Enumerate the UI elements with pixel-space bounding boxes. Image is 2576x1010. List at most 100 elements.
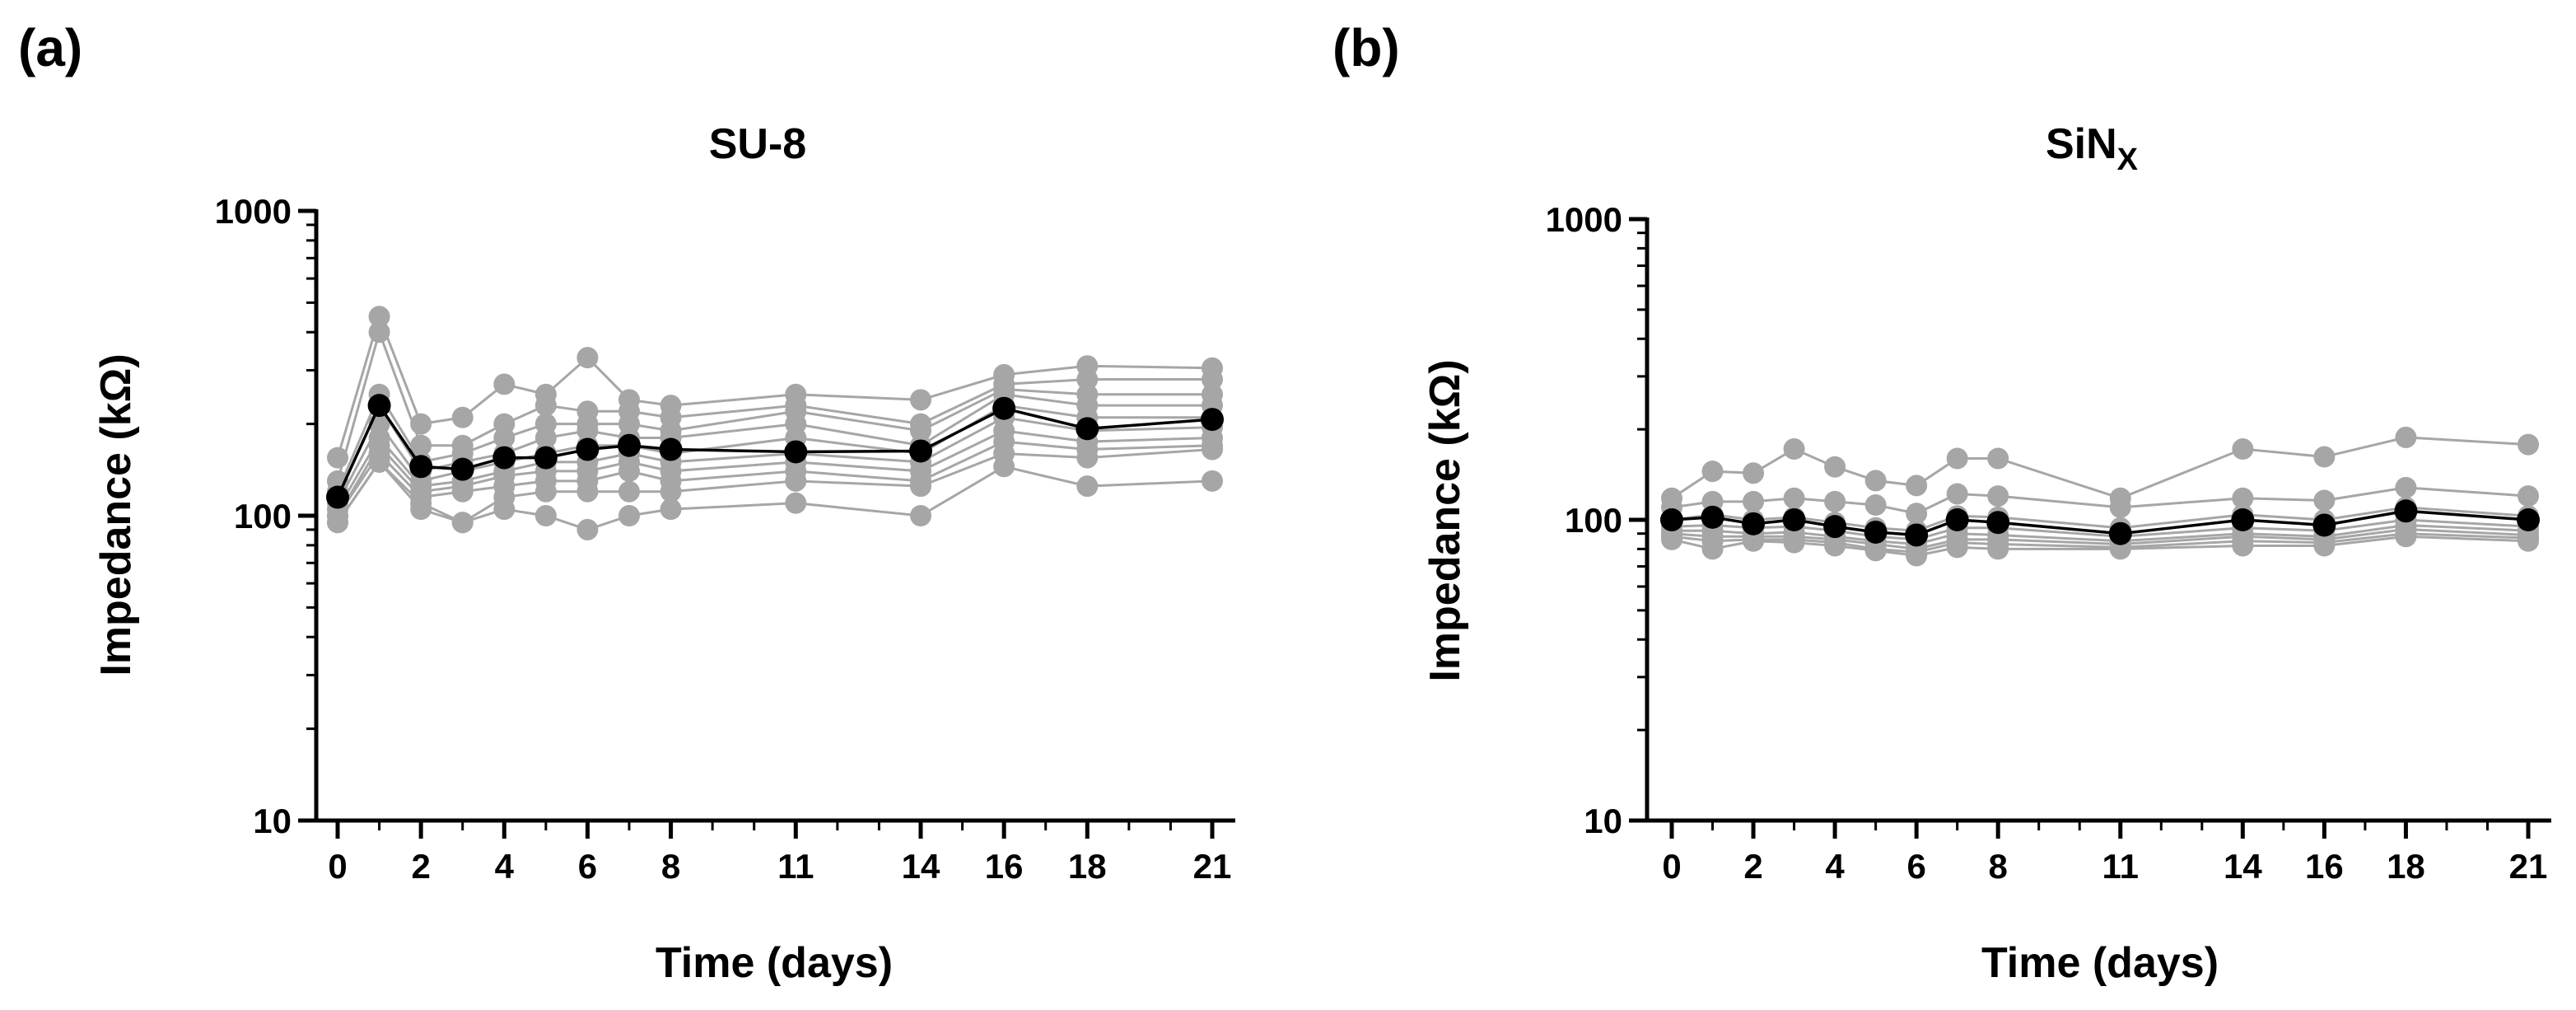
x-tick-label-a: 18 — [1068, 847, 1107, 886]
series-point-b-2 — [1987, 485, 2009, 507]
mean-point-a — [534, 446, 558, 470]
series-point-a-10 — [410, 498, 432, 521]
panel-letter-b: (b) — [1332, 18, 1400, 77]
series-point-b-1 — [2518, 433, 2539, 456]
series-point-a-4 — [576, 419, 599, 442]
series-point-a-8 — [451, 480, 474, 503]
series-point-a-10 — [660, 498, 682, 521]
y-tick-label-b: 1000 — [1546, 200, 1622, 239]
mean-point-b — [2394, 499, 2418, 523]
mean-point-a — [492, 446, 516, 470]
mean-point-a — [450, 457, 474, 481]
series-point-b-8 — [2518, 530, 2539, 552]
series-point-b-1 — [1701, 461, 1724, 483]
series-point-a-10 — [1076, 475, 1099, 498]
mean-point-a — [576, 437, 600, 461]
series-point-a-10 — [910, 505, 931, 526]
mean-point-b — [1823, 515, 1847, 539]
series-point-a-10 — [327, 512, 348, 534]
series-point-a-1 — [451, 406, 474, 428]
x-tick-label-a: 11 — [777, 847, 814, 886]
series-point-b-1 — [1783, 438, 1805, 461]
x-tick-label-b: 2 — [1743, 847, 1762, 886]
series-point-b-1 — [2313, 446, 2336, 468]
mean-point-a — [784, 440, 808, 464]
series-point-b-1 — [2232, 438, 2254, 461]
series-point-a-9 — [785, 470, 807, 492]
chart-title-a-main: SU-8 — [709, 120, 806, 168]
series-point-b-2 — [1824, 490, 1846, 512]
x-tick-label-b: 11 — [2102, 847, 2139, 886]
x-tick-label-b: 0 — [1662, 847, 1681, 886]
x-tick-label-b: 16 — [2305, 847, 2344, 886]
series-point-a-10 — [368, 451, 390, 473]
series-point-b-1 — [1743, 462, 1765, 484]
series-point-b-2 — [2232, 487, 2254, 509]
x-tick-label-b: 14 — [2224, 847, 2262, 886]
mean-point-a — [992, 396, 1016, 420]
series-point-a-3 — [493, 427, 516, 449]
series-point-b-1 — [1906, 475, 1928, 497]
series-point-b-8 — [1743, 530, 1765, 552]
mean-point-b — [1905, 523, 1929, 547]
mean-point-a — [1076, 417, 1099, 441]
series-point-a-9 — [660, 480, 682, 503]
series-point-a-9 — [618, 480, 640, 503]
y-tick-label-a: 100 — [234, 497, 292, 535]
y-tick-label-a: 1000 — [215, 192, 292, 231]
panel-letter-a: (a) — [18, 18, 82, 77]
x-axis-label-a: Time (days) — [656, 939, 893, 987]
mean-point-b — [1986, 511, 2010, 535]
plot-area-a: 10 100 1000 0 2 4 6 8 11 14 16 18 21 — [215, 192, 1235, 886]
y-tick-label-b: 10 — [1584, 802, 1622, 840]
series-point-b-2 — [1783, 487, 1805, 509]
series-point-a-2 — [1076, 368, 1099, 390]
series-point-b-2 — [1743, 490, 1765, 512]
x-tick-label-a: 4 — [495, 847, 515, 886]
series-point-b-8 — [1946, 536, 1968, 559]
x-tick-label-a: 21 — [1193, 847, 1232, 886]
mean-point-a — [367, 394, 391, 418]
series-point-b-2 — [2518, 485, 2539, 507]
x-tick-label-b: 4 — [1825, 847, 1845, 886]
series-point-b-2 — [1946, 483, 1968, 505]
series-point-a-2 — [534, 395, 557, 417]
mean-point-b — [2231, 508, 2255, 531]
mean-point-b — [1742, 512, 1766, 535]
chart-title-a: SU-8 — [709, 120, 806, 168]
mean-point-b — [2517, 508, 2540, 531]
y-tick-label-a: 10 — [253, 802, 292, 840]
x-tick-label-a: 0 — [328, 847, 347, 886]
x-tick-label-a: 8 — [661, 847, 680, 886]
series-point-b-2 — [2109, 496, 2131, 518]
mean-point-a — [409, 455, 433, 479]
series-point-b-2 — [2395, 476, 2417, 498]
series-point-b-1 — [2395, 426, 2417, 448]
series-point-a-2 — [1202, 368, 1223, 390]
series-point-b-8 — [1701, 538, 1724, 560]
y-axis-label-b: Impedance (kΩ) — [1421, 359, 1469, 681]
mean-point-a — [326, 485, 349, 509]
series-point-b-8 — [2313, 535, 2336, 557]
series-point-b-1 — [1864, 470, 1887, 492]
series-point-a-1 — [368, 306, 390, 328]
chart-title-b-sub: X — [2117, 143, 2139, 177]
chart-title-b-main: SiN — [2046, 120, 2117, 168]
series-point-b-8 — [1987, 538, 2009, 560]
plot-area-b: 10 100 1000 0 2 4 6 8 11 14 16 18 21 — [1546, 200, 2551, 886]
series-point-b-8 — [2232, 535, 2254, 557]
x-tick-label-b: 18 — [2387, 847, 2425, 886]
series-point-a-4 — [534, 427, 557, 449]
x-axis-label-b: Time (days) — [1981, 939, 2219, 987]
series-point-b-2 — [2313, 489, 2336, 512]
series-point-b-8 — [1824, 535, 1846, 557]
series-point-a-10 — [785, 492, 807, 514]
series-point-a-9 — [1202, 438, 1223, 461]
x-tick-label-b: 6 — [1906, 847, 1925, 886]
mean-point-a — [659, 437, 683, 461]
series-point-a-10 — [493, 498, 516, 521]
series-point-a-10 — [534, 505, 557, 526]
mean-point-a — [1201, 408, 1224, 432]
series-point-b-8 — [1783, 531, 1805, 554]
series-point-a-3 — [910, 419, 931, 442]
